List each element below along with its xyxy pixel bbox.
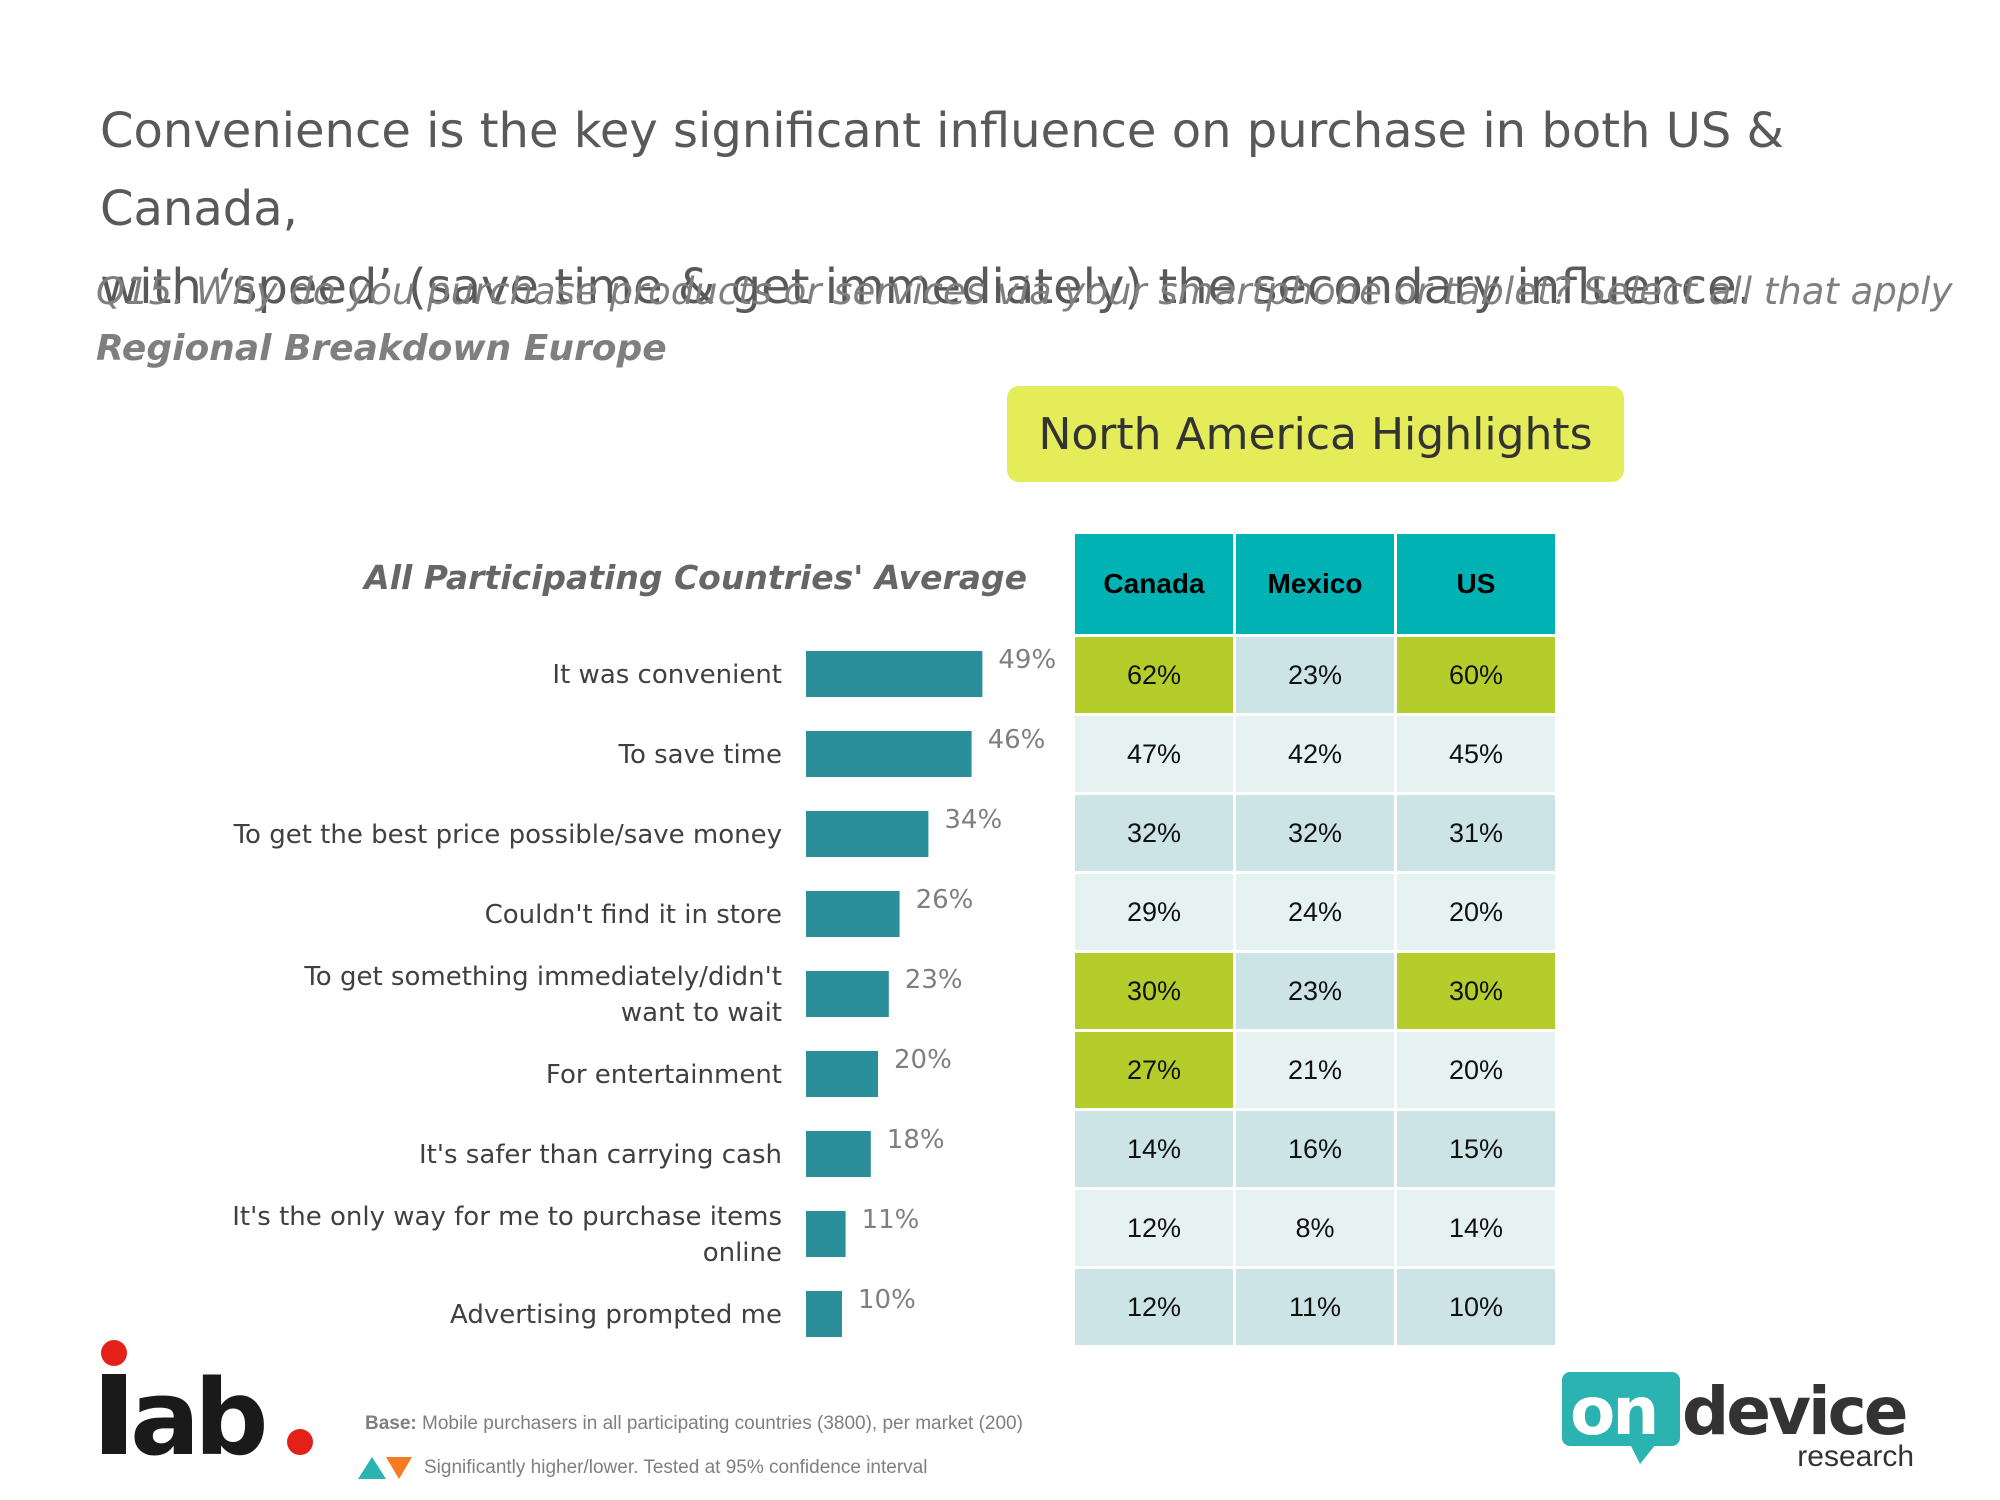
bar-4 [806, 891, 900, 937]
bar-9 [806, 1291, 842, 1337]
table-cell-canada: 12% [1072, 1266, 1236, 1348]
logo-research-text: research [1797, 1440, 1914, 1473]
headline-line-2: with ‘speed’ (save time & get immediatel… [100, 259, 1752, 315]
header-us: US [1394, 531, 1558, 637]
value-label-6: 20% [894, 1045, 952, 1075]
logo-device-text: device [1682, 1373, 1906, 1450]
table-cell-canada: 62% [1072, 634, 1236, 716]
category-label-7: It's safer than carrying cash [419, 1140, 782, 1170]
table-row: 12% 8% 14% [1072, 1187, 1558, 1269]
category-label-4: Couldn't find it in store [485, 900, 782, 930]
svg-text:ab: ab [130, 1357, 264, 1460]
header-mexico: Mexico [1233, 531, 1397, 637]
table-row: 27% 21% 20% [1072, 1029, 1558, 1111]
table-cell-mexico: 23% [1233, 950, 1397, 1032]
category-label-3: To get the best price possible/save mone… [233, 820, 782, 850]
category-label-9: Advertising prompted me [450, 1300, 782, 1330]
table-row: 14% 16% 15% [1072, 1108, 1558, 1190]
table-cell-us: 20% [1394, 1029, 1558, 1111]
value-label-2: 46% [988, 725, 1046, 755]
ondevice-research-logo: on device research [1562, 1372, 1914, 1473]
category-label-6: For entertainment [546, 1060, 782, 1090]
bar-8 [806, 1211, 846, 1257]
table-cell-canada: 12% [1072, 1187, 1236, 1269]
table-row: 29% 24% 20% [1072, 871, 1558, 953]
table-cell-us: 15% [1394, 1108, 1558, 1190]
significance-arrows-icon [358, 1457, 412, 1479]
base-text: Mobile purchasers in all participating c… [422, 1413, 1023, 1434]
bar-7 [806, 1131, 871, 1177]
bar-chart: 49% It was convenient 46% To save time 34% To… [232, 645, 1056, 1337]
value-label-9: 10% [858, 1285, 916, 1315]
table-cell-canada: 29% [1072, 871, 1236, 953]
table-cell-mexico: 11% [1233, 1266, 1397, 1348]
table-cell-canada: 47% [1072, 713, 1236, 795]
table-cell-us: 20% [1394, 871, 1558, 953]
table-cell-mexico: 32% [1233, 792, 1397, 874]
value-label-8: 11% [862, 1205, 920, 1235]
table-cell-mexico: 23% [1233, 634, 1397, 716]
headline-line-1: Convenience is the key significant influ… [100, 103, 1784, 237]
table-cell-canada: 14% [1072, 1108, 1236, 1190]
table-header-row: Canada Mexico US [1072, 531, 1558, 637]
table-row: 62% 23% 60% [1072, 634, 1558, 716]
significance-note: Significantly higher/lower. Tested at 95… [358, 1455, 927, 1481]
table-cell-mexico: 8% [1233, 1187, 1397, 1269]
value-label-4: 26% [916, 885, 974, 915]
north-america-highlights-badge: North America Highlights [1007, 386, 1624, 482]
significance-text: Significantly higher/lower. Tested at 95… [424, 1457, 928, 1478]
table-cell-mexico: 42% [1233, 713, 1397, 795]
iab-logo: ab [101, 1340, 313, 1460]
table-row: 30% 23% 30% [1072, 950, 1558, 1032]
header-canada: Canada [1072, 531, 1236, 637]
table-row: 12% 11% 10% [1072, 1266, 1558, 1348]
table-cell-mexico: 21% [1233, 1029, 1397, 1111]
category-label-5: To get something immediately/didn't want … [303, 962, 782, 1028]
table-cell-mexico: 16% [1233, 1108, 1397, 1190]
table-cell-us: 45% [1394, 713, 1558, 795]
table-cell-us: 31% [1394, 792, 1558, 874]
bar-3 [806, 811, 929, 857]
value-label-5: 23% [905, 965, 963, 995]
table-cell-us: 60% [1394, 634, 1558, 716]
table-cell-us: 14% [1394, 1187, 1558, 1269]
region-subtitle: Regional Breakdown Europe [96, 328, 667, 369]
headline: Convenience is the key significant influ… [100, 92, 1940, 326]
bar-2 [806, 731, 972, 777]
table-row: 32% 32% 31% [1072, 792, 1558, 874]
logo-on-text: on [1570, 1373, 1656, 1450]
bar-1 [806, 651, 983, 697]
table-cell-us: 10% [1394, 1266, 1558, 1348]
bar-5 [806, 971, 889, 1017]
bar-6 [806, 1051, 878, 1097]
table-cell-canada: 30% [1072, 950, 1236, 1032]
table-cell-us: 30% [1394, 950, 1558, 1032]
value-label-7: 18% [887, 1125, 945, 1155]
table-row: 47% 42% 45% [1072, 713, 1558, 795]
value-label-1: 49% [998, 645, 1056, 675]
chart-title: All Participating Countries' Average [364, 558, 1027, 597]
table-cell-canada: 32% [1072, 792, 1236, 874]
base-note: Base: Mobile purchasers in all participa… [365, 1413, 1023, 1435]
category-label-2: To save time [617, 740, 782, 770]
table-cell-mexico: 24% [1233, 871, 1397, 953]
question-text: Q15. Why do you purchase products or ser… [96, 270, 1953, 313]
value-label-3: 34% [944, 805, 1002, 835]
category-label-1: It was convenient [552, 660, 782, 690]
base-label: Base: [365, 1413, 417, 1434]
north-america-table: Canada Mexico US 62% 23% 60% 47% 42% 45% 32% 32… [1072, 531, 1558, 1348]
category-label-8: It's the only way for me to purchase ite… [232, 1202, 782, 1268]
table-cell-canada: 27% [1072, 1029, 1236, 1111]
